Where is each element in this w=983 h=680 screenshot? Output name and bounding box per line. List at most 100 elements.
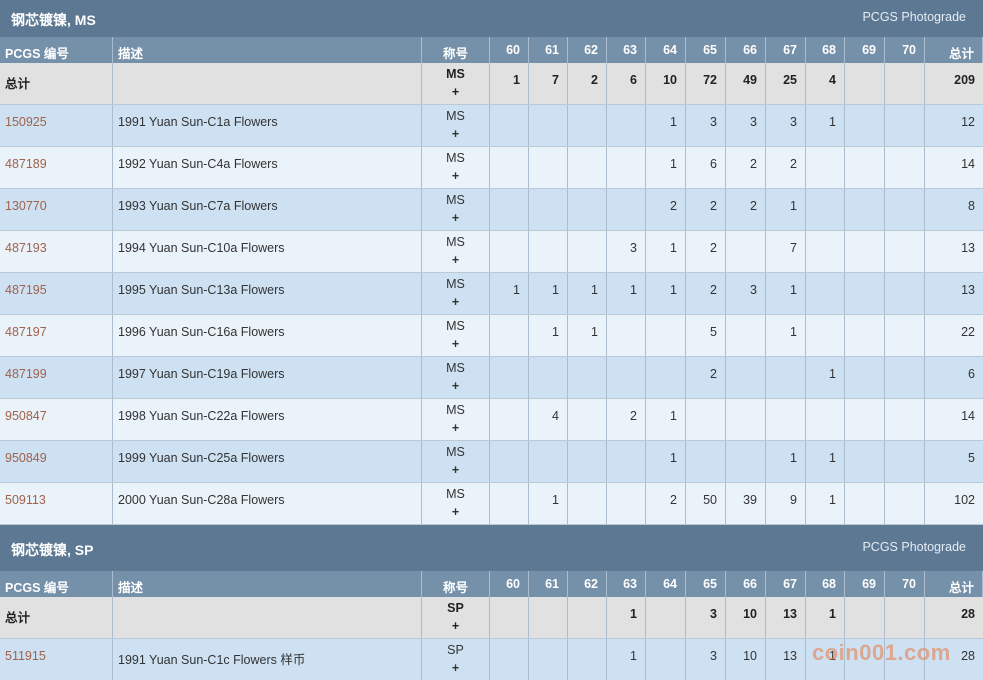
grade-count: 1	[529, 273, 568, 314]
grade-plus[interactable]: +	[451, 463, 460, 477]
column-header-row: PCGS 编号 描述 称号 60 61 62 63 64 65 66 67 68 69 70 总计	[0, 37, 983, 63]
grade-count: 1	[646, 231, 686, 272]
column-header-row: PCGS 编号 描述 称号 60 61 62 63 64 65 66 67 68 69 70 总计	[0, 571, 983, 597]
grade-plus[interactable]: +	[451, 295, 460, 309]
grade-count	[607, 315, 646, 356]
grade-cell: MS +	[422, 105, 490, 146]
grade-count: 1	[607, 273, 646, 314]
grade-count	[806, 189, 845, 230]
section-title: 钢芯镀镍, SP	[11, 541, 94, 558]
grade-count	[766, 357, 806, 398]
grade-count: 1	[806, 639, 845, 680]
pcgs-id[interactable]: 130770	[0, 189, 113, 230]
grade-plus[interactable]: +	[451, 337, 460, 351]
grade-plus[interactable]: +	[451, 169, 460, 183]
grade-plus[interactable]: +	[451, 505, 460, 519]
grade-cell: MS +	[422, 357, 490, 398]
grade-cell: MS +	[422, 483, 490, 524]
grade-cell: MS +	[422, 315, 490, 356]
grade-count	[726, 399, 766, 440]
grade-count	[490, 483, 529, 524]
grade-plus[interactable]: +	[451, 127, 460, 141]
grade-count: 3	[686, 597, 726, 638]
grade-count	[529, 441, 568, 482]
pcgs-id[interactable]: 487195	[0, 273, 113, 314]
grade-plus[interactable]: +	[451, 619, 460, 633]
grade-cell: SP +	[422, 639, 490, 680]
photograde-link[interactable]: PCGS Photograde	[862, 10, 966, 24]
grade-count	[806, 399, 845, 440]
grade-count: 1	[646, 147, 686, 188]
column-header: 称号	[422, 37, 490, 63]
grade-plus[interactable]: +	[451, 253, 460, 267]
grade: MS	[446, 487, 465, 501]
pcgs-id[interactable]: 950847	[0, 399, 113, 440]
row-total: 5	[968, 451, 975, 465]
grade-count	[885, 483, 925, 524]
grade: MS	[446, 361, 465, 375]
grade-count: 72	[686, 63, 726, 104]
total-row: 总计 MS +1 7 2 6 10 72 49 25 4 209	[0, 63, 983, 105]
grade-plus[interactable]: +	[451, 661, 460, 675]
grade-count	[845, 231, 885, 272]
pcgs-id[interactable]: 487197	[0, 315, 113, 356]
grade-count: 1	[766, 189, 806, 230]
grade: MS	[446, 151, 465, 165]
grade-count: 6	[686, 147, 726, 188]
pcgs-id[interactable]: 950849	[0, 441, 113, 482]
total-label: 总计	[0, 597, 113, 638]
grade-count	[568, 483, 607, 524]
description: 1994 Yuan Sun-C10a Flowers	[113, 231, 422, 272]
pcgs-id[interactable]: 487193	[0, 231, 113, 272]
grade-count	[885, 231, 925, 272]
grade-count	[490, 147, 529, 188]
pcgs-id[interactable]: 150925	[0, 105, 113, 146]
grade-count: 2	[646, 483, 686, 524]
grade-count	[490, 357, 529, 398]
grade-count	[529, 639, 568, 680]
description-cell	[113, 63, 422, 104]
grade-count	[885, 63, 925, 104]
grade-count: 1	[646, 105, 686, 146]
column-header: 65	[686, 37, 726, 63]
grade-count: 1	[806, 441, 845, 482]
grade-count	[885, 597, 925, 638]
grade-count: 1	[646, 399, 686, 440]
grade-count	[885, 189, 925, 230]
grade-count: 3	[686, 105, 726, 146]
grade: MS	[446, 445, 465, 459]
grade-plus[interactable]: +	[451, 421, 460, 435]
data-row: 487193 1994 Yuan Sun-C10a Flowers MS +3 1 2 7 1…	[0, 231, 983, 273]
grade-plus[interactable]: +	[451, 211, 460, 225]
grade-count	[845, 639, 885, 680]
grade-count: 2	[726, 189, 766, 230]
column-header: 69	[845, 571, 885, 597]
column-header: 70	[885, 37, 925, 63]
grade-count	[646, 357, 686, 398]
grade-count	[845, 189, 885, 230]
pcgs-id[interactable]: 511915	[0, 639, 113, 680]
grade-count	[568, 105, 607, 146]
grade-plus[interactable]: +	[451, 85, 460, 99]
grade-count: 50	[686, 483, 726, 524]
data-row: 487195 1995 Yuan Sun-C13a Flowers MS +1 1 1 1 1…	[0, 273, 983, 315]
pcgs-id[interactable]: 509113	[0, 483, 113, 524]
column-header: 62	[568, 37, 607, 63]
grade-count: 4	[806, 63, 845, 104]
column-header: 63	[607, 571, 646, 597]
pcgs-id[interactable]: 487189	[0, 147, 113, 188]
column-header: PCGS 编号	[0, 37, 113, 63]
photograde-link[interactable]: PCGS Photograde	[862, 539, 966, 554]
grade-count: 49	[726, 63, 766, 104]
column-header: 67	[766, 37, 806, 63]
grade-count: 2	[766, 147, 806, 188]
grade-count: 4	[529, 399, 568, 440]
pcgs-id[interactable]: 487199	[0, 357, 113, 398]
grade-count: 1	[646, 441, 686, 482]
grade-count: 39	[726, 483, 766, 524]
data-row: 487197 1996 Yuan Sun-C16a Flowers MS +1 1 5 1 2…	[0, 315, 983, 357]
grade-count: 1	[766, 273, 806, 314]
grade-count: 6	[607, 63, 646, 104]
grade-plus[interactable]: +	[451, 379, 460, 393]
grade-count	[568, 597, 607, 638]
